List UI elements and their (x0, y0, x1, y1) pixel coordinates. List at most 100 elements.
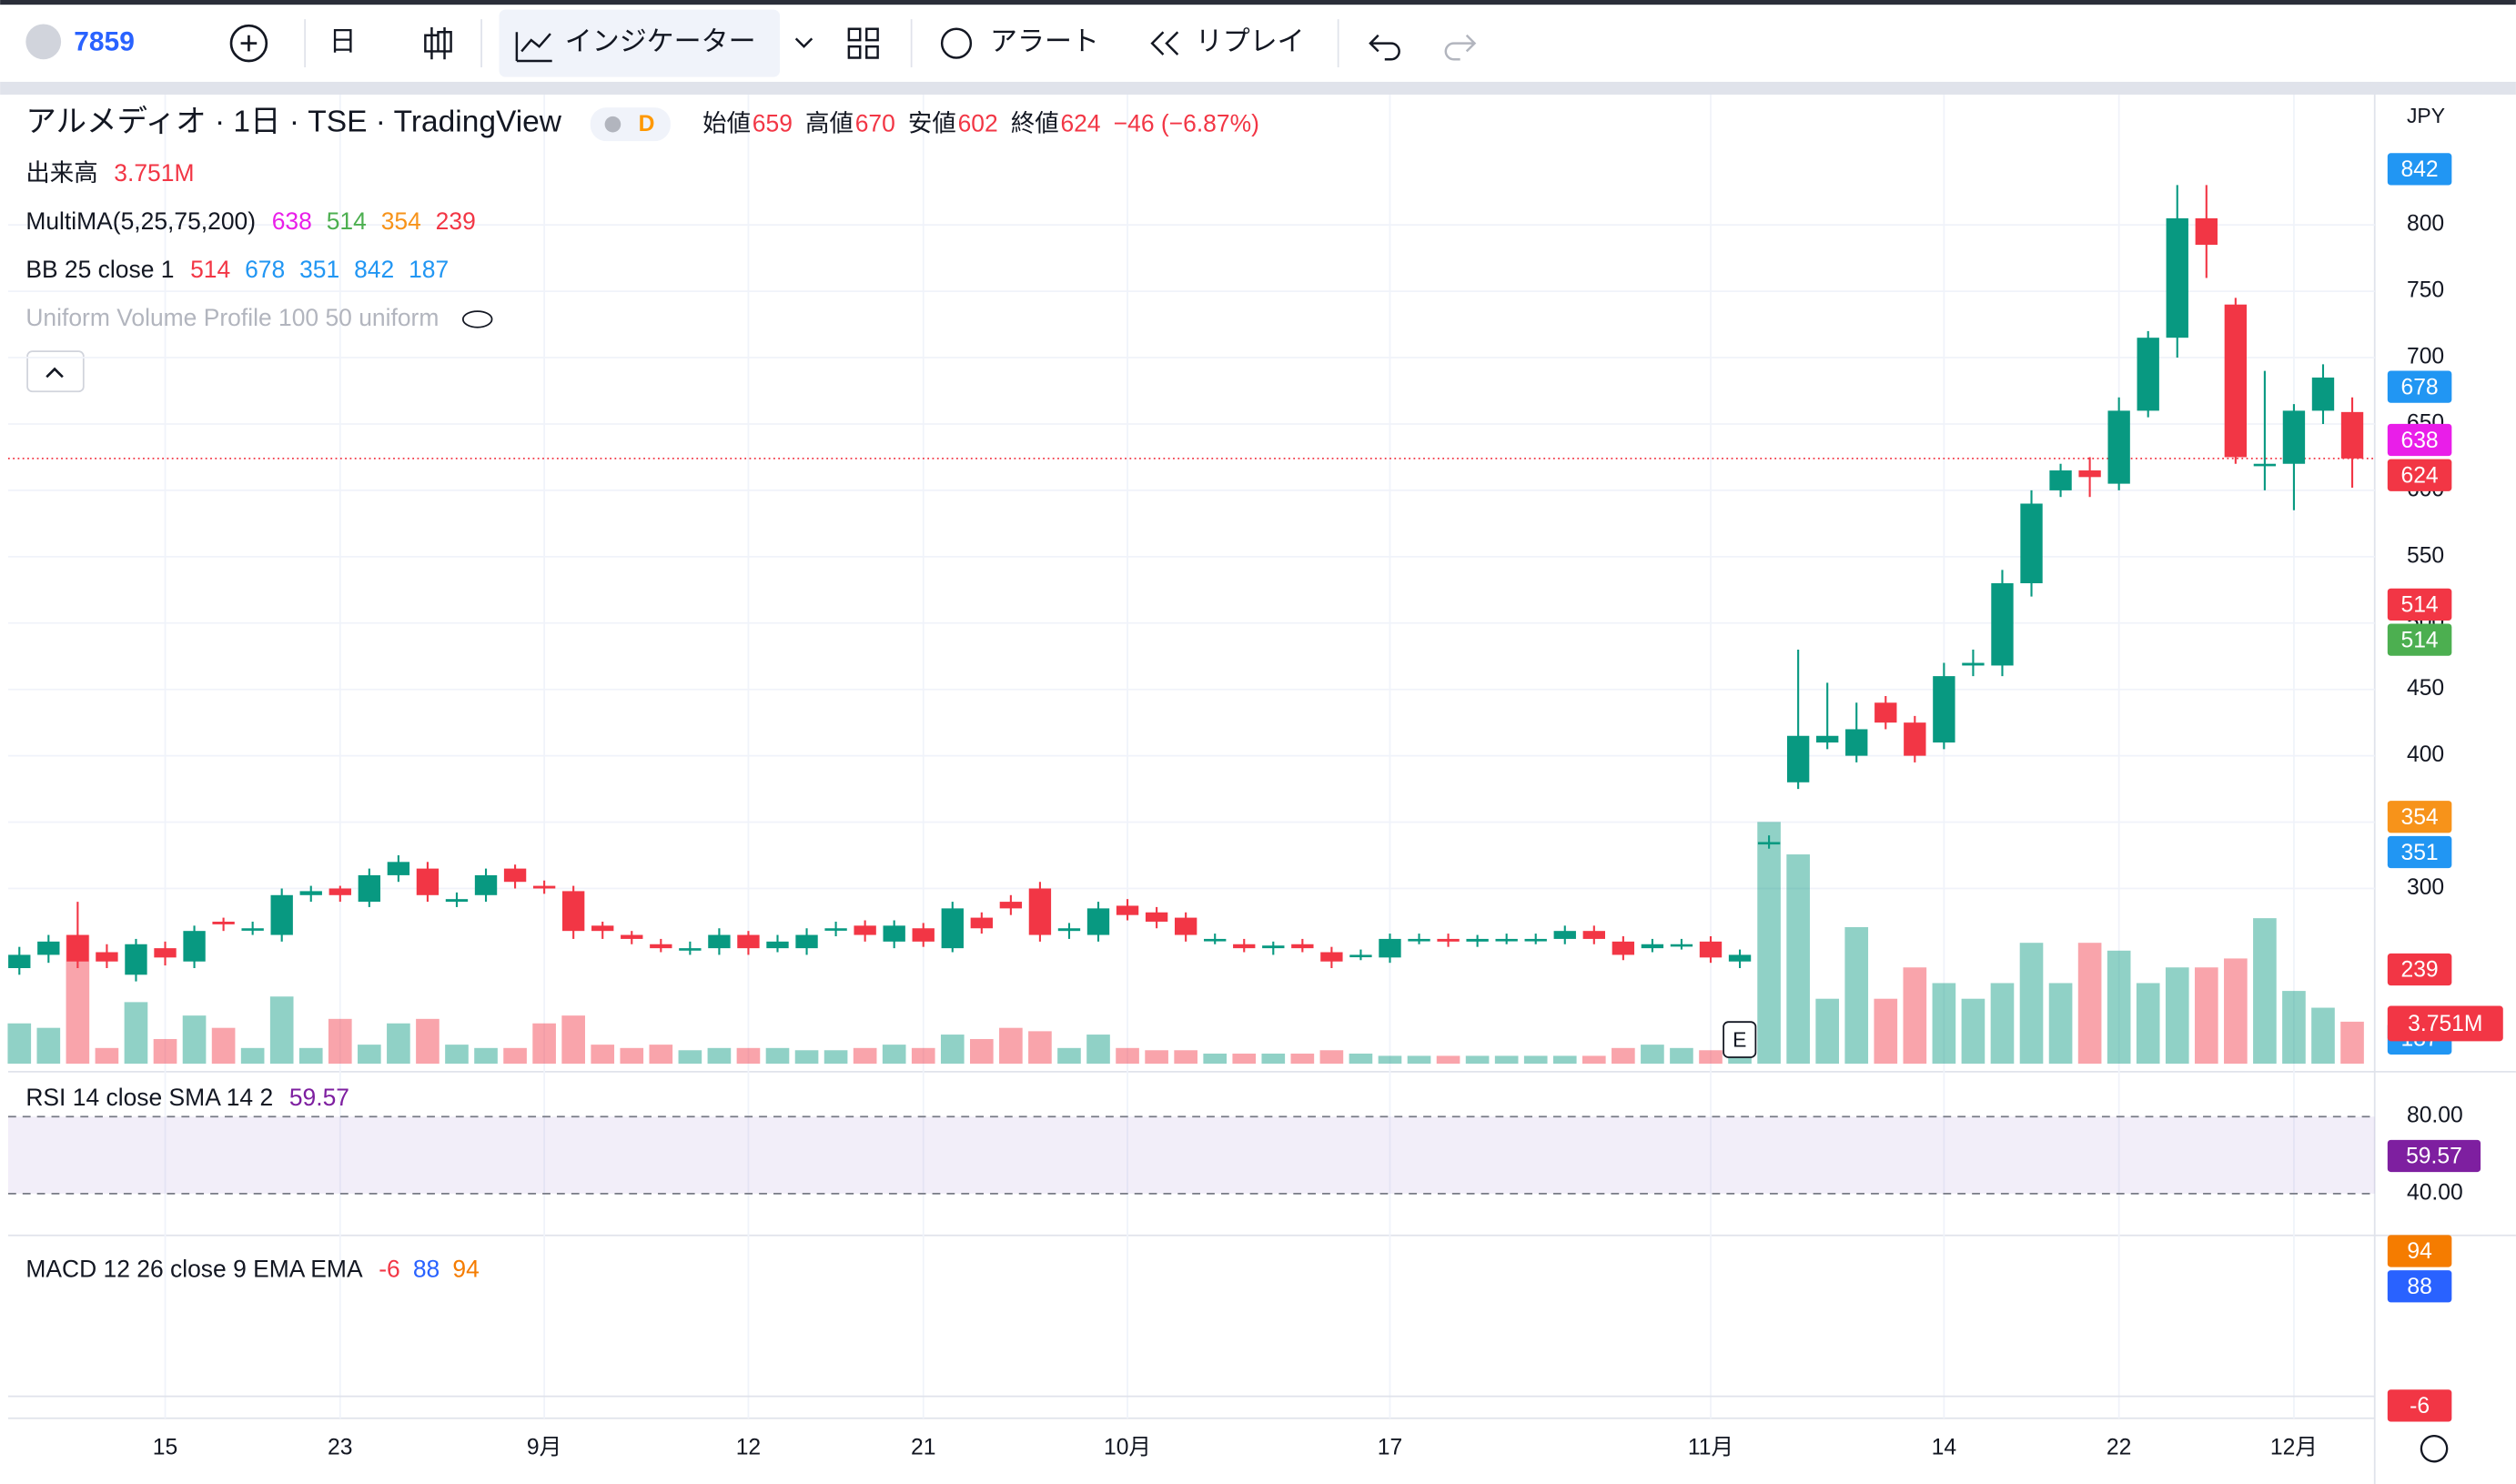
volume-bar (736, 1047, 761, 1065)
volume-bar (2077, 943, 2102, 1065)
candle-body (766, 941, 789, 949)
volume-bar (1670, 1047, 1693, 1065)
legend-text: Uniform Volume Profile 100 50 uniform (25, 304, 439, 331)
candle-body (154, 948, 177, 958)
candle-body (1320, 952, 1343, 962)
interval[interactable]: 日 (329, 27, 357, 57)
candle-body (2107, 410, 2130, 484)
volume-bar (7, 1023, 32, 1065)
legend-text: アルメディオ · 1日 · TSE · TradingView (25, 106, 561, 139)
legend-text: 624 (1060, 110, 1100, 137)
settings-icon[interactable] (2420, 1434, 2449, 1463)
hidden-icon (461, 310, 493, 328)
candle-body (1582, 931, 1605, 939)
price-badge-label: 624 (2401, 464, 2439, 489)
top-border (0, 0, 2516, 5)
volume-bar (1699, 1050, 1723, 1065)
candle-body (66, 934, 89, 962)
volume-bar (591, 1045, 615, 1065)
candle-body (2049, 470, 2072, 490)
dropdown-icon[interactable] (794, 37, 813, 48)
volume-bar (387, 1023, 410, 1065)
volume-bar (1523, 1055, 1548, 1065)
alert-label[interactable]: アラート (990, 27, 1099, 57)
candle-body (1962, 662, 1985, 666)
volume-bar (124, 1002, 148, 1065)
volume-bar (1990, 983, 2015, 1065)
replay-icon[interactable] (1150, 31, 1179, 56)
candle-body (503, 868, 527, 883)
candle-body (941, 908, 964, 949)
price-badge-label: -6 (2410, 1394, 2430, 1418)
indicators-label: インジケーター (565, 27, 756, 57)
candle-body (96, 952, 118, 962)
volume-bar (2194, 967, 2218, 1065)
symbol[interactable]: 7859 (74, 27, 135, 57)
legend-text: 351 (299, 256, 339, 283)
add-symbol[interactable] (229, 24, 268, 63)
candle-body (1437, 938, 1460, 942)
volume-bar (1612, 1047, 1635, 1065)
redo-icon[interactable] (1444, 34, 1477, 61)
candle-body (1757, 842, 1781, 845)
x-tick-label: 21 (911, 1436, 935, 1460)
price-badge (2387, 953, 2452, 986)
volume-bar (2165, 967, 2189, 1065)
volume-bar (1145, 1050, 1168, 1065)
price-badge-label: 88 (2407, 1275, 2431, 1299)
chart-type-icon[interactable] (424, 26, 452, 60)
candle-body (1233, 944, 1256, 949)
price-badge-label: 514 (2401, 593, 2439, 618)
candle-body (1845, 729, 1868, 756)
legend-text: 88 (413, 1255, 440, 1282)
undo-icon[interactable] (1369, 34, 1400, 61)
volume-bar (1407, 1055, 1431, 1065)
legend-text: MultiMA(5,25,75,200) (25, 207, 256, 235)
price-badge (2387, 835, 2452, 869)
candle-body (2253, 463, 2277, 467)
candle-body (1145, 912, 1168, 922)
volume-bar (474, 1047, 498, 1065)
volume-bar (707, 1047, 732, 1065)
layout-icon[interactable] (847, 27, 879, 59)
replay-label[interactable]: リプレイ (1196, 27, 1305, 57)
volume-bar (794, 1050, 819, 1065)
candle-body (299, 891, 322, 895)
volume-bar (36, 1027, 61, 1065)
candle-body (561, 891, 585, 932)
indicators-button[interactable] (499, 9, 781, 77)
x-tick-label: 12 (736, 1436, 761, 1460)
volume-bar (765, 1047, 790, 1065)
earnings-marker: E (1733, 1027, 1746, 1051)
candle-body (1816, 735, 1839, 743)
volume-bar (1494, 1055, 1519, 1065)
toolbar-gap (0, 81, 2516, 96)
candle-body (8, 954, 31, 969)
legend-text: 94 (452, 1255, 479, 1282)
volume-bar (561, 1015, 585, 1065)
currency[interactable]: JPY (2407, 104, 2445, 127)
candle-body (387, 862, 410, 875)
volume-bar (2019, 943, 2044, 1065)
volume-bar (1932, 983, 1956, 1065)
volume-bar (416, 1018, 440, 1065)
legend-text: 59.57 (289, 1084, 349, 1111)
volume-bar (999, 1027, 1023, 1065)
candle-body (1670, 944, 1693, 947)
candle-body (621, 934, 643, 939)
legend-text: 659 (753, 110, 793, 137)
candle-body (1728, 954, 1752, 962)
legend-text: 3.751M (114, 159, 194, 187)
indicators-icon (515, 32, 552, 63)
volume-bar (328, 1018, 352, 1065)
legend-text: 239 (436, 207, 476, 235)
candle-body (1991, 583, 2014, 666)
volume-bar (1552, 1055, 1577, 1065)
volume-bar (1116, 1047, 1139, 1065)
candle-body (1204, 938, 1227, 942)
legend-text: -6 (379, 1255, 400, 1282)
legend-text: 638 (272, 207, 312, 235)
price-badge (2387, 1235, 2452, 1267)
alert-icon[interactable] (940, 27, 973, 59)
candle-body (2137, 338, 2159, 411)
